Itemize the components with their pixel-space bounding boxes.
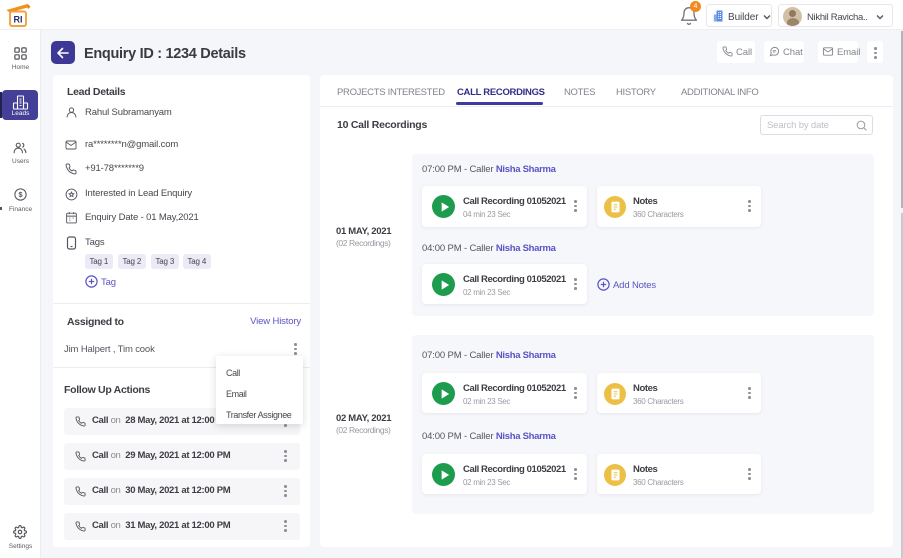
svg-text:$: $: [18, 190, 22, 199]
svg-text:RI: RI: [14, 15, 23, 25]
